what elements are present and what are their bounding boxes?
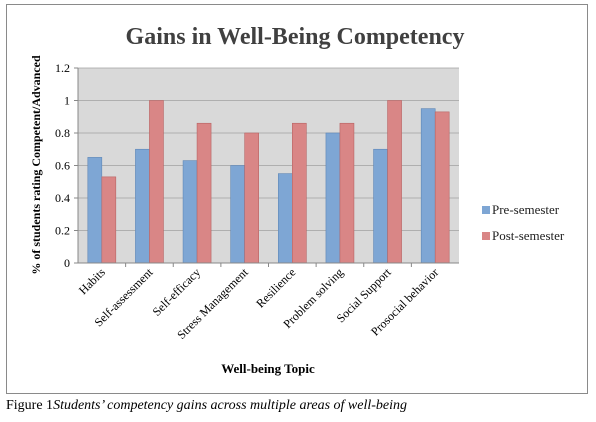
x-axis-label: Well-being Topic	[221, 361, 315, 376]
y-tick-label: 1.2	[55, 61, 70, 75]
y-tick-label: 0.6	[55, 159, 70, 173]
bar-pre-semester	[325, 132, 341, 264]
bar-post-semester	[101, 176, 117, 264]
x-tick-labels: HabitsSelf-assessmentSelf-efficacyStress…	[76, 263, 441, 342]
bar-chart: 0 0.2 0.4 0.6 0.8 1 1.2 HabitsSelf-assessmentS…	[29, 24, 565, 376]
y-tick-label: 0.2	[55, 224, 70, 238]
y-tick-label: 1	[64, 94, 70, 108]
bar-post-semester	[196, 122, 212, 264]
bar-pre-semester	[373, 148, 388, 264]
bar-post-semester	[149, 100, 164, 264]
bar-post-semester	[387, 100, 402, 264]
legend-label-post: Post-semester	[492, 228, 565, 243]
legend-label-pre: Pre-semester	[492, 202, 560, 217]
bar-pre-semester	[135, 148, 150, 264]
x-tick-label: Habits	[76, 265, 108, 297]
bar-pre-semester	[420, 108, 436, 264]
bar-post-semester	[244, 132, 259, 264]
legend-swatch-post	[482, 232, 490, 240]
x-tick-label: Resilience	[253, 265, 298, 310]
caption-label: Figure 1	[6, 398, 54, 413]
caption-text: Students’ competency gains across multip…	[53, 398, 408, 413]
y-tick-label: 0.4	[55, 191, 70, 205]
bar-pre-semester	[230, 165, 245, 264]
legend-swatch-pre	[482, 206, 490, 214]
legend: Pre-semester Post-semester	[482, 202, 565, 243]
bar-post-semester	[434, 111, 450, 264]
bar-post-semester	[339, 122, 355, 264]
y-axis-label: % of students rating Competent/Advanced	[29, 55, 43, 275]
bar-pre-semester	[182, 160, 198, 264]
bar-pre-semester	[87, 157, 103, 264]
y-tick-label: 0	[64, 256, 70, 270]
bar-post-semester	[292, 122, 307, 264]
figure-caption: Figure 1Students’ competency gains acros…	[6, 398, 407, 414]
chart-title: Gains in Well-Being Competency	[126, 24, 465, 50]
y-tick-labels: 0 0.2 0.4 0.6 0.8 1 1.2	[55, 61, 70, 270]
y-tick-label: 0.8	[55, 126, 70, 140]
bar-pre-semester	[278, 173, 293, 264]
bars	[87, 100, 450, 264]
